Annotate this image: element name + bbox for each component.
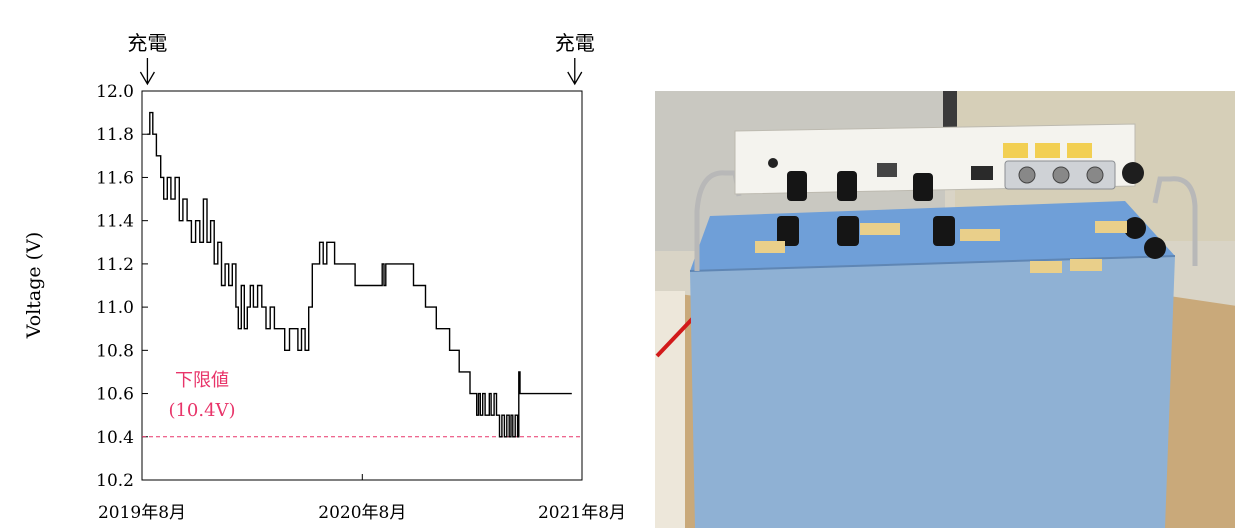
charge-marker-label: 充電	[555, 31, 595, 55]
battery-unit-illustration	[655, 91, 1235, 528]
y-tick-label: 10.2	[96, 471, 134, 491]
top-label-3	[1067, 143, 1092, 158]
y-axis-label: Voltage (V)	[23, 232, 45, 339]
table-left	[655, 291, 685, 528]
charge-markers: 充電 充電	[127, 31, 595, 86]
small-hole	[768, 158, 778, 168]
threshold: 下限値 (10.4V)	[142, 370, 582, 438]
connector-3	[1086, 166, 1104, 184]
top-label-2	[1035, 143, 1060, 158]
case-top	[690, 201, 1175, 271]
threshold-label: 下限値	[175, 370, 229, 391]
y-tick-label: 12.0	[96, 82, 134, 102]
valves	[777, 171, 1166, 259]
x-tick-label: 2020年8月	[318, 503, 406, 523]
handle-left	[694, 170, 742, 271]
x-tick-label: 2019年8月	[98, 503, 186, 523]
x-tick-label: 2021年8月	[538, 503, 626, 523]
top-label-1	[1003, 143, 1028, 158]
y-axis-ticks: 12.0 11.8 11.6 11.4 11.2 11.0 10.8 10.6 10.4 10.2	[96, 82, 148, 491]
y-tick-label: 11.2	[96, 255, 134, 275]
handle-right	[1152, 176, 1198, 266]
case-edge	[689, 255, 1176, 272]
charge-marker-arrow	[139, 58, 155, 86]
y-tick-label: 10.6	[96, 385, 134, 405]
y-tick-label: 11.4	[96, 212, 134, 232]
y-tick-label: 11.6	[96, 168, 134, 188]
power-socket	[1122, 162, 1144, 184]
connector-2	[1052, 166, 1070, 184]
y-tick-label: 11.0	[96, 298, 134, 318]
dc-jack	[971, 166, 993, 180]
charge-marker-arrow	[567, 58, 583, 86]
series-line	[147, 111, 572, 438]
tag-labels	[755, 221, 1127, 273]
ethernet-port	[877, 163, 897, 177]
x-axis-ticks: 2019年8月 2020年8月 2021年8月	[98, 474, 626, 523]
y-tick-label: 10.8	[96, 341, 134, 361]
connector-1	[1018, 166, 1036, 184]
y-tick-label: 10.4	[96, 428, 134, 448]
y-tick-label: 11.8	[96, 125, 134, 145]
threshold-value-label: (10.4V)	[168, 400, 235, 421]
pen	[655, 314, 697, 358]
charge-marker-label: 充電	[127, 31, 167, 55]
battery-unit-photo	[655, 91, 1235, 528]
case-front	[690, 256, 1175, 528]
voltage-series	[147, 111, 572, 438]
voltage-chart: 12.0 11.8 11.6 11.4 11.2 11.0 10.8 10.6 10.4 10.2…	[23, 31, 626, 523]
